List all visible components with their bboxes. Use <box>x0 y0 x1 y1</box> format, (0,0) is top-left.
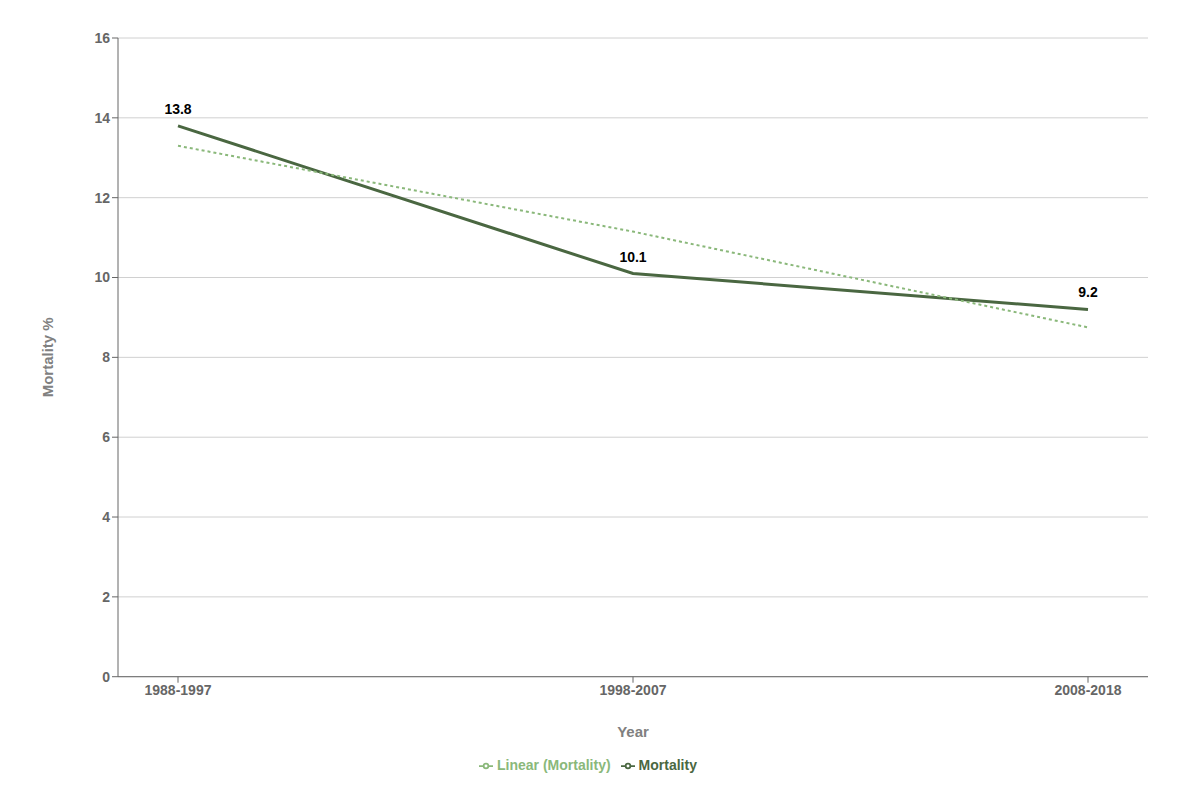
html-text:Mortality: Mortality <box>638 756 697 773</box>
html-text:Linear (Mortality): Linear (Mortality) <box>497 756 611 773</box>
svg-text:2: 2 <box>102 589 110 605</box>
svg-text:Mortality %: Mortality % <box>39 317 56 397</box>
svg-text:4: 4 <box>102 509 110 525</box>
svg-text:10.1: 10.1 <box>619 249 646 265</box>
svg-text:2008-2018: 2008-2018 <box>1055 682 1122 698</box>
svg-text:16: 16 <box>94 30 110 46</box>
svg-text:0: 0 <box>102 669 110 685</box>
svg-text:1988-1997: 1988-1997 <box>145 682 212 698</box>
svg-text:14: 14 <box>94 110 110 126</box>
svg-text:Year: Year <box>617 723 649 740</box>
svg-text:9.2: 9.2 <box>1078 284 1098 300</box>
svg-text:12: 12 <box>94 190 110 206</box>
svg-text:1998-2007: 1998-2007 <box>600 682 667 698</box>
svg-text:13.8: 13.8 <box>164 101 191 117</box>
svg-text:10: 10 <box>94 269 110 285</box>
svg-text:8: 8 <box>102 349 110 365</box>
svg-text:6: 6 <box>102 429 110 445</box>
